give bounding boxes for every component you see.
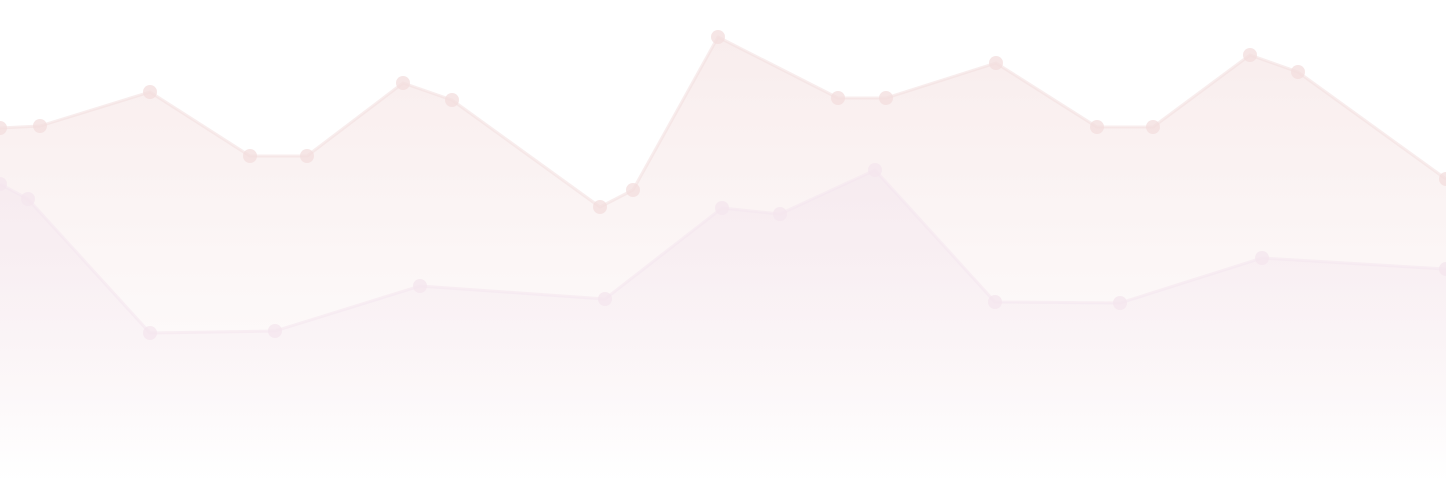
series-1-point-16 bbox=[1243, 48, 1257, 62]
series-1-point-7 bbox=[445, 93, 459, 107]
series-2-point-6 bbox=[598, 292, 612, 306]
series-2-point-12 bbox=[1255, 251, 1269, 265]
series-1-point-2 bbox=[33, 119, 47, 133]
series-2-area bbox=[0, 170, 1446, 479]
series-1-point-15 bbox=[1146, 120, 1160, 134]
series-1-point-4 bbox=[243, 149, 257, 163]
series-2-point-9 bbox=[868, 163, 882, 177]
series-1-point-14 bbox=[1090, 120, 1104, 134]
series-1-point-8 bbox=[593, 200, 607, 214]
series-1-point-17 bbox=[1291, 65, 1305, 79]
series-2-point-4 bbox=[268, 324, 282, 338]
series-1-line bbox=[0, 35, 1446, 209]
series-2 bbox=[0, 163, 1446, 479]
series-2-point-11 bbox=[1113, 296, 1127, 310]
series-1-point-6 bbox=[396, 76, 410, 90]
series-1-point-9 bbox=[626, 183, 640, 197]
series-2-point-2 bbox=[21, 192, 35, 206]
series-1-point-13 bbox=[989, 56, 1003, 70]
series-2-point-10 bbox=[988, 295, 1002, 309]
series-2-point-1 bbox=[0, 177, 7, 191]
series-layer bbox=[0, 30, 1446, 479]
series-1-point-18 bbox=[1439, 172, 1446, 186]
series-1-point-1 bbox=[0, 121, 7, 135]
series-1-point-3 bbox=[143, 85, 157, 99]
series-2-point-13 bbox=[1439, 262, 1446, 276]
series-2-point-8 bbox=[773, 207, 787, 221]
series-1-point-5 bbox=[300, 149, 314, 163]
series-1-point-11 bbox=[831, 91, 845, 105]
series-2-point-5 bbox=[413, 279, 427, 293]
series-2-point-3 bbox=[143, 326, 157, 340]
series-1-point-12 bbox=[879, 91, 893, 105]
